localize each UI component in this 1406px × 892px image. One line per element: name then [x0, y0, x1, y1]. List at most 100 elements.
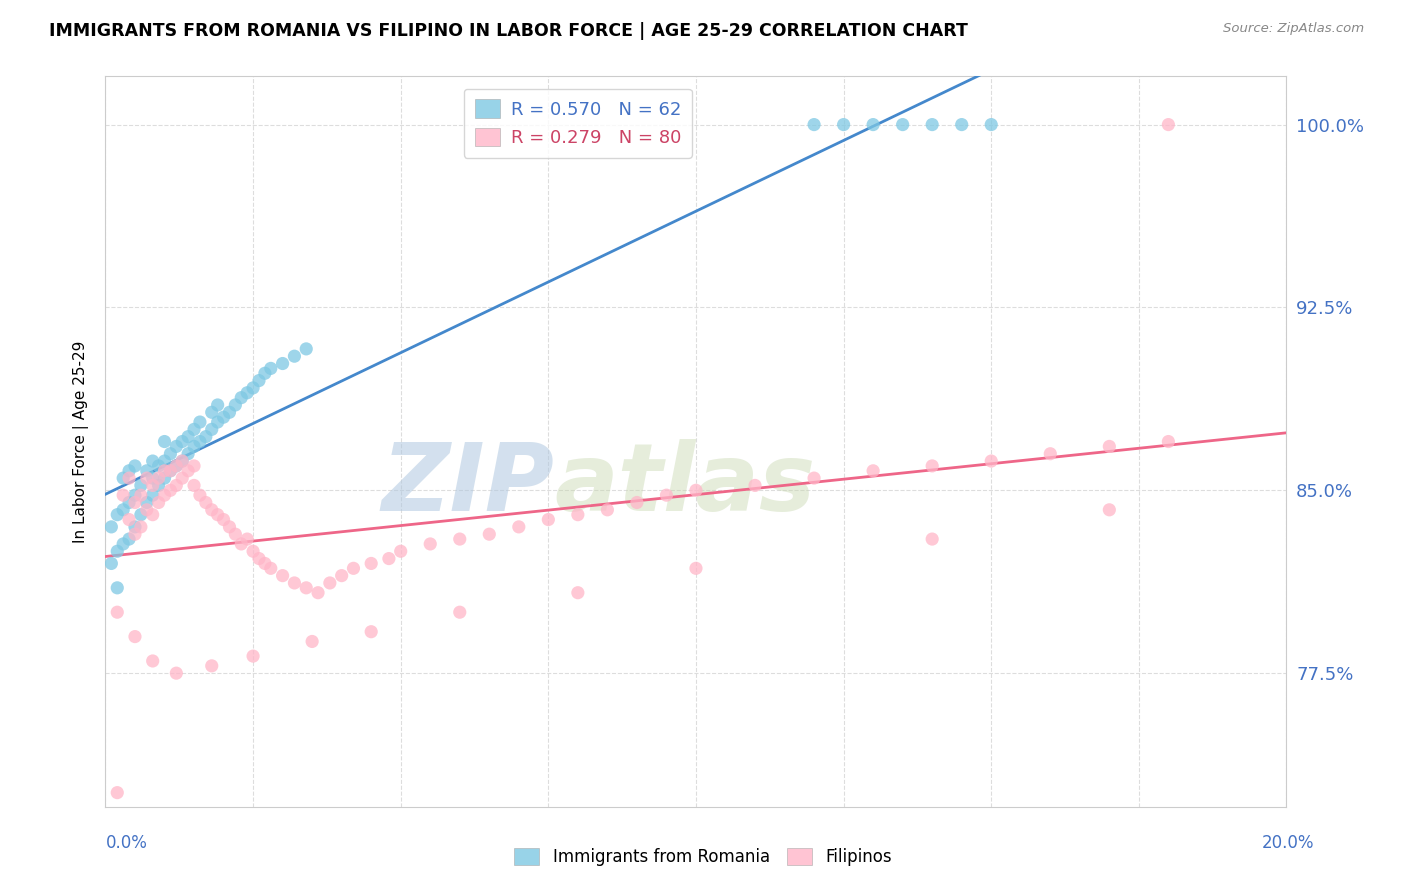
Point	[194, 495, 217, 509]
Point	[295, 342, 318, 356]
Point	[389, 544, 412, 558]
Point	[177, 464, 200, 478]
Point	[1098, 439, 1121, 453]
Point	[207, 398, 229, 412]
Point	[201, 658, 224, 673]
Point	[153, 471, 176, 485]
Point	[165, 458, 187, 473]
Point	[153, 434, 176, 449]
Point	[165, 458, 187, 473]
Y-axis label: In Labor Force | Age 25-29: In Labor Force | Age 25-29	[73, 341, 90, 542]
Point	[307, 585, 329, 599]
Point	[803, 471, 825, 485]
Point	[950, 118, 973, 132]
Point	[153, 454, 176, 468]
Point	[242, 381, 264, 395]
Point	[153, 488, 176, 502]
Point	[165, 666, 187, 681]
Point	[124, 495, 146, 509]
Point	[159, 447, 181, 461]
Point	[100, 557, 122, 571]
Point	[135, 464, 157, 478]
Point	[135, 503, 157, 517]
Point	[124, 630, 146, 644]
Point	[685, 561, 707, 575]
Point	[183, 439, 205, 453]
Point	[744, 478, 766, 492]
Point	[118, 464, 141, 478]
Point	[655, 488, 678, 502]
Point	[129, 488, 152, 502]
Point	[183, 478, 205, 492]
Point	[537, 512, 560, 526]
Point	[236, 385, 259, 400]
Point	[177, 430, 200, 444]
Point	[159, 464, 181, 478]
Text: 0.0%: 0.0%	[105, 834, 148, 852]
Point	[212, 512, 235, 526]
Point	[172, 454, 194, 468]
Point	[135, 471, 157, 485]
Point	[129, 478, 152, 492]
Point	[201, 405, 224, 419]
Point	[224, 398, 246, 412]
Point	[247, 551, 270, 566]
Point	[188, 415, 211, 429]
Point	[253, 557, 276, 571]
Point	[980, 118, 1002, 132]
Point	[567, 585, 589, 599]
Text: ZIP: ZIP	[381, 440, 554, 532]
Point	[1157, 118, 1180, 132]
Point	[1039, 447, 1062, 461]
Point	[921, 118, 943, 132]
Point	[112, 488, 135, 502]
Text: IMMIGRANTS FROM ROMANIA VS FILIPINO IN LABOR FORCE | AGE 25-29 CORRELATION CHART: IMMIGRANTS FROM ROMANIA VS FILIPINO IN L…	[49, 22, 969, 40]
Point	[201, 503, 224, 517]
Text: atlas: atlas	[554, 440, 815, 532]
Point	[271, 357, 294, 371]
Point	[118, 512, 141, 526]
Point	[194, 430, 217, 444]
Point	[124, 458, 146, 473]
Point	[921, 458, 943, 473]
Point	[271, 568, 294, 582]
Point	[921, 532, 943, 546]
Point	[330, 568, 353, 582]
Point	[567, 508, 589, 522]
Point	[142, 488, 165, 502]
Point	[165, 478, 187, 492]
Point	[360, 557, 382, 571]
Point	[105, 786, 128, 800]
Point	[165, 439, 187, 453]
Point	[112, 537, 135, 551]
Point	[172, 454, 194, 468]
Point	[596, 503, 619, 517]
Point	[378, 551, 401, 566]
Point	[283, 349, 305, 363]
Point	[159, 464, 181, 478]
Point	[260, 361, 283, 376]
Point	[172, 471, 194, 485]
Point	[449, 532, 471, 546]
Point	[862, 464, 884, 478]
Point	[201, 422, 224, 436]
Point	[148, 478, 170, 492]
Point	[105, 508, 128, 522]
Point	[177, 447, 200, 461]
Point	[142, 471, 165, 485]
Point	[105, 544, 128, 558]
Point	[112, 503, 135, 517]
Text: 20.0%: 20.0%	[1263, 834, 1315, 852]
Point	[247, 374, 270, 388]
Point	[236, 532, 259, 546]
Point	[118, 495, 141, 509]
Point	[142, 654, 165, 668]
Point	[360, 624, 382, 639]
Point	[218, 520, 240, 534]
Point	[1157, 434, 1180, 449]
Point	[100, 520, 122, 534]
Point	[508, 520, 530, 534]
Point	[142, 478, 165, 492]
Point	[980, 454, 1002, 468]
Point	[105, 605, 128, 619]
